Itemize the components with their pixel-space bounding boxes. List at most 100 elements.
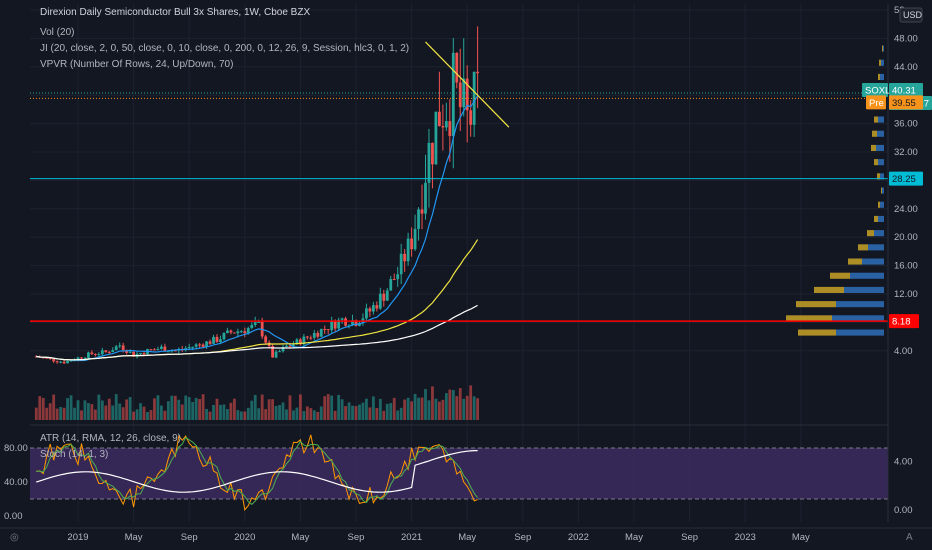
vp-down-14 (872, 130, 877, 137)
candle-body-33 (149, 349, 153, 351)
volume-bar-94 (361, 402, 365, 420)
volume-bar-29 (135, 409, 139, 420)
price-tick-12: 4.00 (894, 346, 913, 357)
volume-bar-118 (444, 393, 448, 420)
stoch-k-line (36, 434, 478, 511)
volume-bar-72 (285, 409, 288, 420)
vp-up-8 (878, 215, 884, 222)
candle-body-51 (212, 336, 215, 344)
candle-body-124 (465, 78, 469, 111)
legend-stoch: Stoch (14, 1, 3) (40, 449, 109, 460)
volume-bar-124 (465, 395, 469, 420)
vp-up-0 (836, 329, 884, 336)
legend-vol: Vol (20) (40, 27, 75, 38)
volume-bar-89 (344, 406, 347, 420)
vp-up-18 (880, 73, 884, 80)
candle-body-99 (378, 293, 382, 309)
candle-body-107 (406, 238, 410, 262)
candle-body-50 (208, 341, 212, 344)
vp-up-5 (862, 258, 884, 265)
volume-bar-69 (274, 405, 278, 420)
volume-bar-105 (399, 407, 403, 420)
candle-body-16 (90, 352, 94, 354)
candle-body-121 (455, 52, 459, 83)
price-tick-5: 32.00 (894, 147, 918, 158)
ind-left-tick-2: 0.00 (4, 511, 23, 522)
volume-bar-27 (128, 397, 132, 420)
time-tick-13: May (792, 532, 810, 543)
candle-body-18 (97, 354, 101, 356)
volume-bar-11 (73, 407, 76, 420)
volume-bar-91 (351, 405, 354, 420)
candle-body-58 (236, 331, 240, 334)
legend-vpvr: VPVR (Number Of Rows, 24, Up/Down, 70) (40, 59, 234, 70)
volume-bar-53 (219, 404, 222, 420)
candle-body-109 (413, 228, 417, 250)
volume-bar-48 (201, 394, 205, 420)
candle-body-54 (222, 333, 226, 340)
candle-body-4 (48, 357, 52, 359)
candle-body-28 (132, 351, 135, 357)
candle-body-2 (41, 357, 45, 359)
volume-bar-56 (229, 402, 233, 420)
vp-down-8 (874, 215, 878, 222)
volume-bar-37 (163, 410, 167, 420)
candle-body-85 (330, 321, 334, 331)
vp-up-6 (868, 244, 884, 251)
candle-body-26 (125, 349, 129, 353)
candle-body-31 (142, 352, 146, 355)
volume-bar-4 (48, 403, 52, 420)
vp-up-12 (878, 159, 884, 166)
volume-bar-60 (243, 411, 247, 420)
volume-bar-35 (156, 395, 160, 420)
candle-body-20 (104, 350, 108, 352)
candle-body-37 (163, 346, 167, 352)
ma-slow-line (36, 304, 478, 361)
volume-bar-13 (80, 410, 83, 420)
candle-body-104 (396, 274, 400, 280)
volume-bar-93 (358, 404, 361, 420)
volume-bar-41 (177, 399, 181, 420)
time-tick-3: 2020 (234, 532, 255, 543)
volume-bar-96 (368, 407, 372, 420)
volume-bar-5 (52, 394, 56, 420)
pre-price-tag-text: 39.55 (892, 98, 916, 109)
volume-bar-104 (396, 410, 400, 420)
vp-down-2 (796, 301, 836, 308)
volume-bar-9 (66, 398, 69, 420)
vp-up-19 (881, 59, 884, 66)
volume-bar-122 (458, 388, 462, 420)
volume-bar-101 (385, 403, 389, 420)
volume-bar-58 (236, 410, 240, 420)
volume-bar-59 (239, 411, 243, 420)
vp-up-1 (832, 315, 884, 322)
volume-bar-50 (208, 411, 212, 420)
red-level-tag-text: 8.18 (892, 317, 911, 328)
candle-body-62 (250, 324, 254, 329)
moving-averages (36, 95, 479, 362)
indicator-pane (30, 424, 888, 511)
volume-bar-71 (281, 402, 285, 420)
volume-bar-111 (420, 397, 424, 420)
volume-bar-28 (132, 411, 135, 420)
candle-body-36 (160, 346, 163, 349)
pre-tag-text: Pre (869, 98, 884, 109)
candle-body-102 (389, 279, 393, 291)
chart-title: Direxion Daily Semiconductor Bull 3x Sha… (40, 7, 311, 18)
volume-bar-51 (212, 404, 215, 420)
price-tick-10: 12.00 (894, 289, 918, 300)
volume-bar-38 (166, 401, 170, 420)
volume-bar-115 (434, 398, 438, 420)
candle-body-14 (83, 357, 87, 359)
volume-bar-99 (378, 398, 382, 420)
candle-body-73 (288, 345, 292, 347)
volume-bar-81 (316, 411, 320, 420)
candle-body-5 (52, 358, 56, 362)
volume-bar-126 (472, 396, 476, 420)
vp-down-1 (786, 315, 832, 322)
price-tick-1: 48.00 (894, 33, 918, 44)
volume-bar-16 (90, 404, 94, 420)
volume-bar-64 (257, 408, 261, 420)
